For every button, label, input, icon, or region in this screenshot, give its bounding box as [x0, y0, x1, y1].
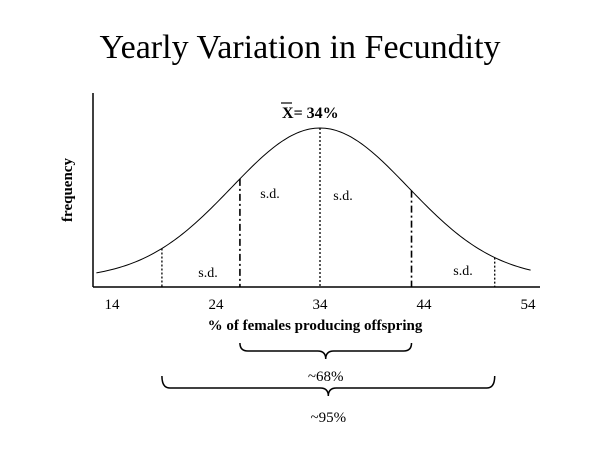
svg-text:X= 34%: X= 34% — [282, 105, 339, 122]
mean-value: = 34% — [294, 105, 339, 122]
y-axis-label: frequency — [60, 158, 76, 222]
sd-label-4: s.d. — [453, 264, 472, 279]
sd-label-1: s.d. — [198, 266, 217, 281]
mean-label: X= 34% — [281, 102, 339, 122]
x-tick-label-14: 14 — [105, 297, 121, 313]
sd-label-2: s.d. — [260, 187, 279, 202]
x-tick-label-44: 44 — [417, 297, 433, 313]
x-tick-label-34: 34 — [313, 297, 329, 313]
mean-symbol: X — [282, 105, 294, 122]
distribution-curve — [96, 127, 531, 274]
range-label-95: ~95% — [311, 410, 347, 426]
x-tick-label-54: 54 — [521, 297, 537, 313]
x-axis-label: % of females producing offspring — [208, 318, 423, 334]
brace-68-percent — [239, 342, 413, 360]
brace-95-percent — [161, 375, 496, 397]
range-label-68: ~68% — [308, 369, 344, 385]
x-tick-label-24: 24 — [209, 297, 225, 313]
sd-label-3: s.d. — [333, 189, 352, 204]
chart-title: Yearly Variation in Fecundity — [99, 29, 501, 66]
